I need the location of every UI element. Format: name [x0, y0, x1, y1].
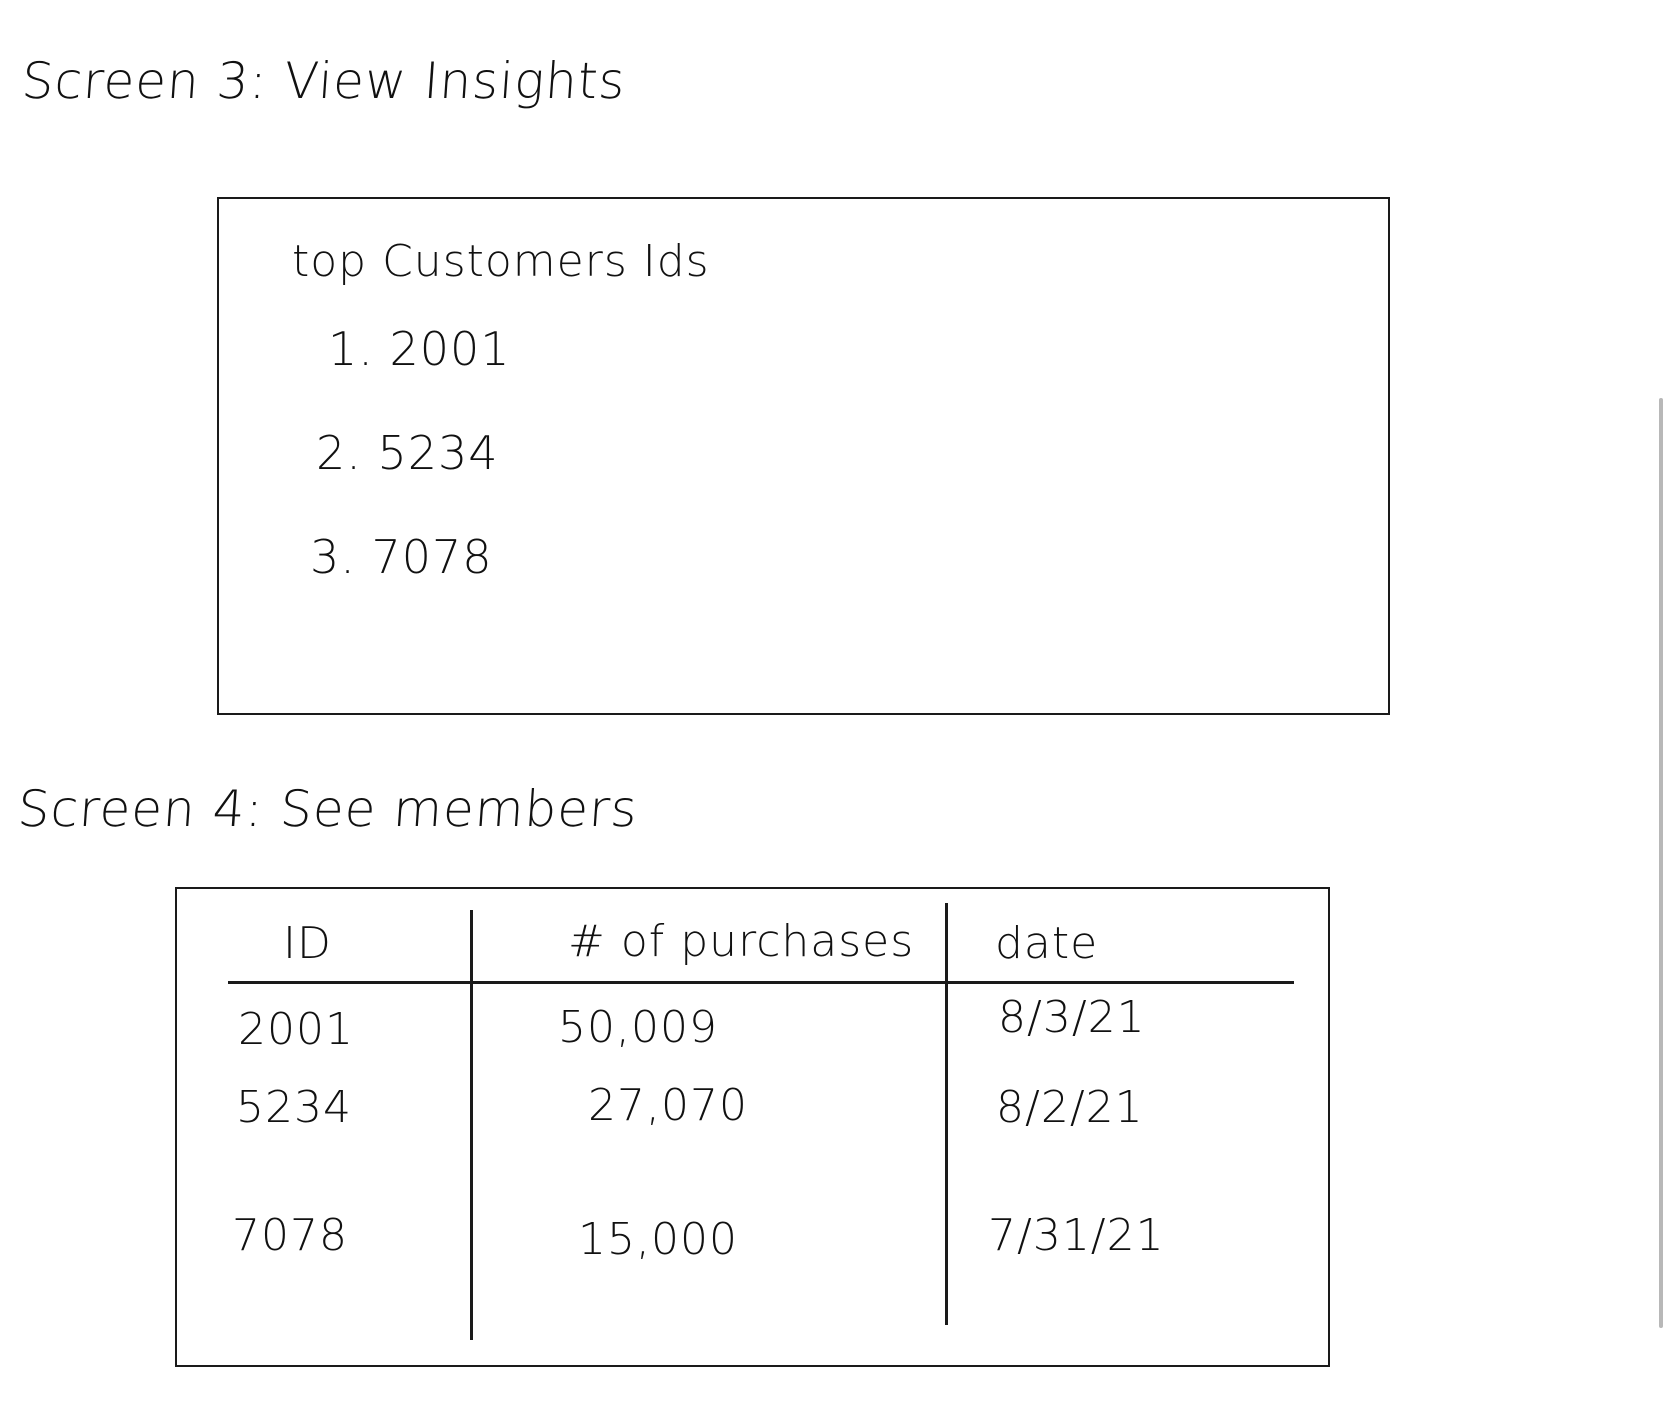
column-header-date: date — [995, 918, 1099, 969]
vertical-scrollbar[interactable] — [1654, 0, 1668, 1401]
column-divider — [470, 910, 473, 1340]
scrollbar-thumb[interactable] — [1659, 398, 1663, 1328]
table-cell-purchases: 50,009 — [558, 1002, 718, 1053]
table-cell-purchases: 27,070 — [588, 1080, 748, 1131]
column-header-id: ID — [283, 918, 332, 969]
insights-panel — [217, 197, 1390, 715]
table-cell-date: 8/2/21 — [996, 1082, 1144, 1133]
top-customers-title: top Customers Ids — [292, 236, 710, 287]
column-header-purchases: # of purchases — [568, 916, 915, 967]
table-cell-id: 7078 — [232, 1210, 348, 1261]
top-customer-item: 1. 2001 — [328, 322, 511, 376]
column-divider — [945, 903, 948, 1325]
screen4-heading: Screen 4: See members — [15, 780, 640, 838]
screen3-heading: Screen 3: View Insights — [19, 52, 628, 110]
table-cell-date: 7/31/21 — [988, 1210, 1165, 1261]
header-underline — [228, 981, 1294, 984]
top-customer-item: 3. 7078 — [310, 530, 493, 584]
top-customer-item: 2. 5234 — [316, 426, 499, 480]
table-cell-date: 8/3/21 — [998, 992, 1146, 1043]
table-cell-id: 2001 — [238, 1004, 354, 1055]
table-cell-purchases: 15,000 — [578, 1214, 738, 1265]
members-table — [175, 887, 1330, 1367]
table-cell-id: 5234 — [236, 1082, 352, 1133]
